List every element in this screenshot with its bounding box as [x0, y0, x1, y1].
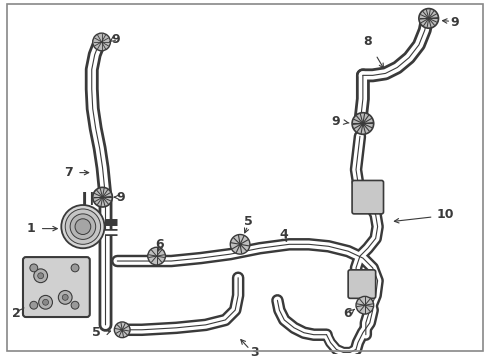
Circle shape: [38, 273, 44, 279]
Text: 9: 9: [450, 16, 459, 29]
Circle shape: [71, 264, 79, 272]
Circle shape: [93, 33, 110, 51]
Text: 10: 10: [437, 208, 454, 221]
Text: 1: 1: [26, 222, 35, 235]
Circle shape: [71, 301, 79, 309]
Circle shape: [148, 247, 166, 265]
FancyBboxPatch shape: [23, 257, 90, 317]
Text: 7: 7: [64, 166, 73, 179]
Circle shape: [30, 264, 38, 272]
Text: 3: 3: [250, 346, 259, 359]
Circle shape: [61, 205, 104, 248]
Circle shape: [62, 294, 68, 300]
FancyBboxPatch shape: [348, 270, 376, 298]
Circle shape: [419, 9, 439, 28]
Text: 2: 2: [12, 307, 21, 320]
Circle shape: [58, 291, 72, 304]
Circle shape: [65, 209, 100, 244]
FancyBboxPatch shape: [352, 180, 384, 214]
Circle shape: [70, 214, 96, 239]
Circle shape: [356, 296, 374, 314]
Text: 6: 6: [155, 238, 164, 251]
Circle shape: [30, 301, 38, 309]
Text: 9: 9: [116, 191, 124, 204]
Circle shape: [114, 322, 130, 338]
Circle shape: [230, 234, 250, 254]
Text: 5: 5: [92, 326, 100, 339]
Text: 6: 6: [343, 307, 351, 320]
Circle shape: [39, 296, 52, 309]
Circle shape: [43, 299, 49, 305]
Circle shape: [93, 187, 112, 207]
Circle shape: [34, 269, 48, 283]
Text: 4: 4: [280, 228, 289, 241]
Circle shape: [75, 219, 91, 234]
Text: 9: 9: [332, 115, 340, 128]
Circle shape: [352, 113, 374, 134]
Text: 5: 5: [244, 215, 252, 228]
Text: 9: 9: [111, 33, 120, 46]
Text: 8: 8: [364, 35, 372, 49]
